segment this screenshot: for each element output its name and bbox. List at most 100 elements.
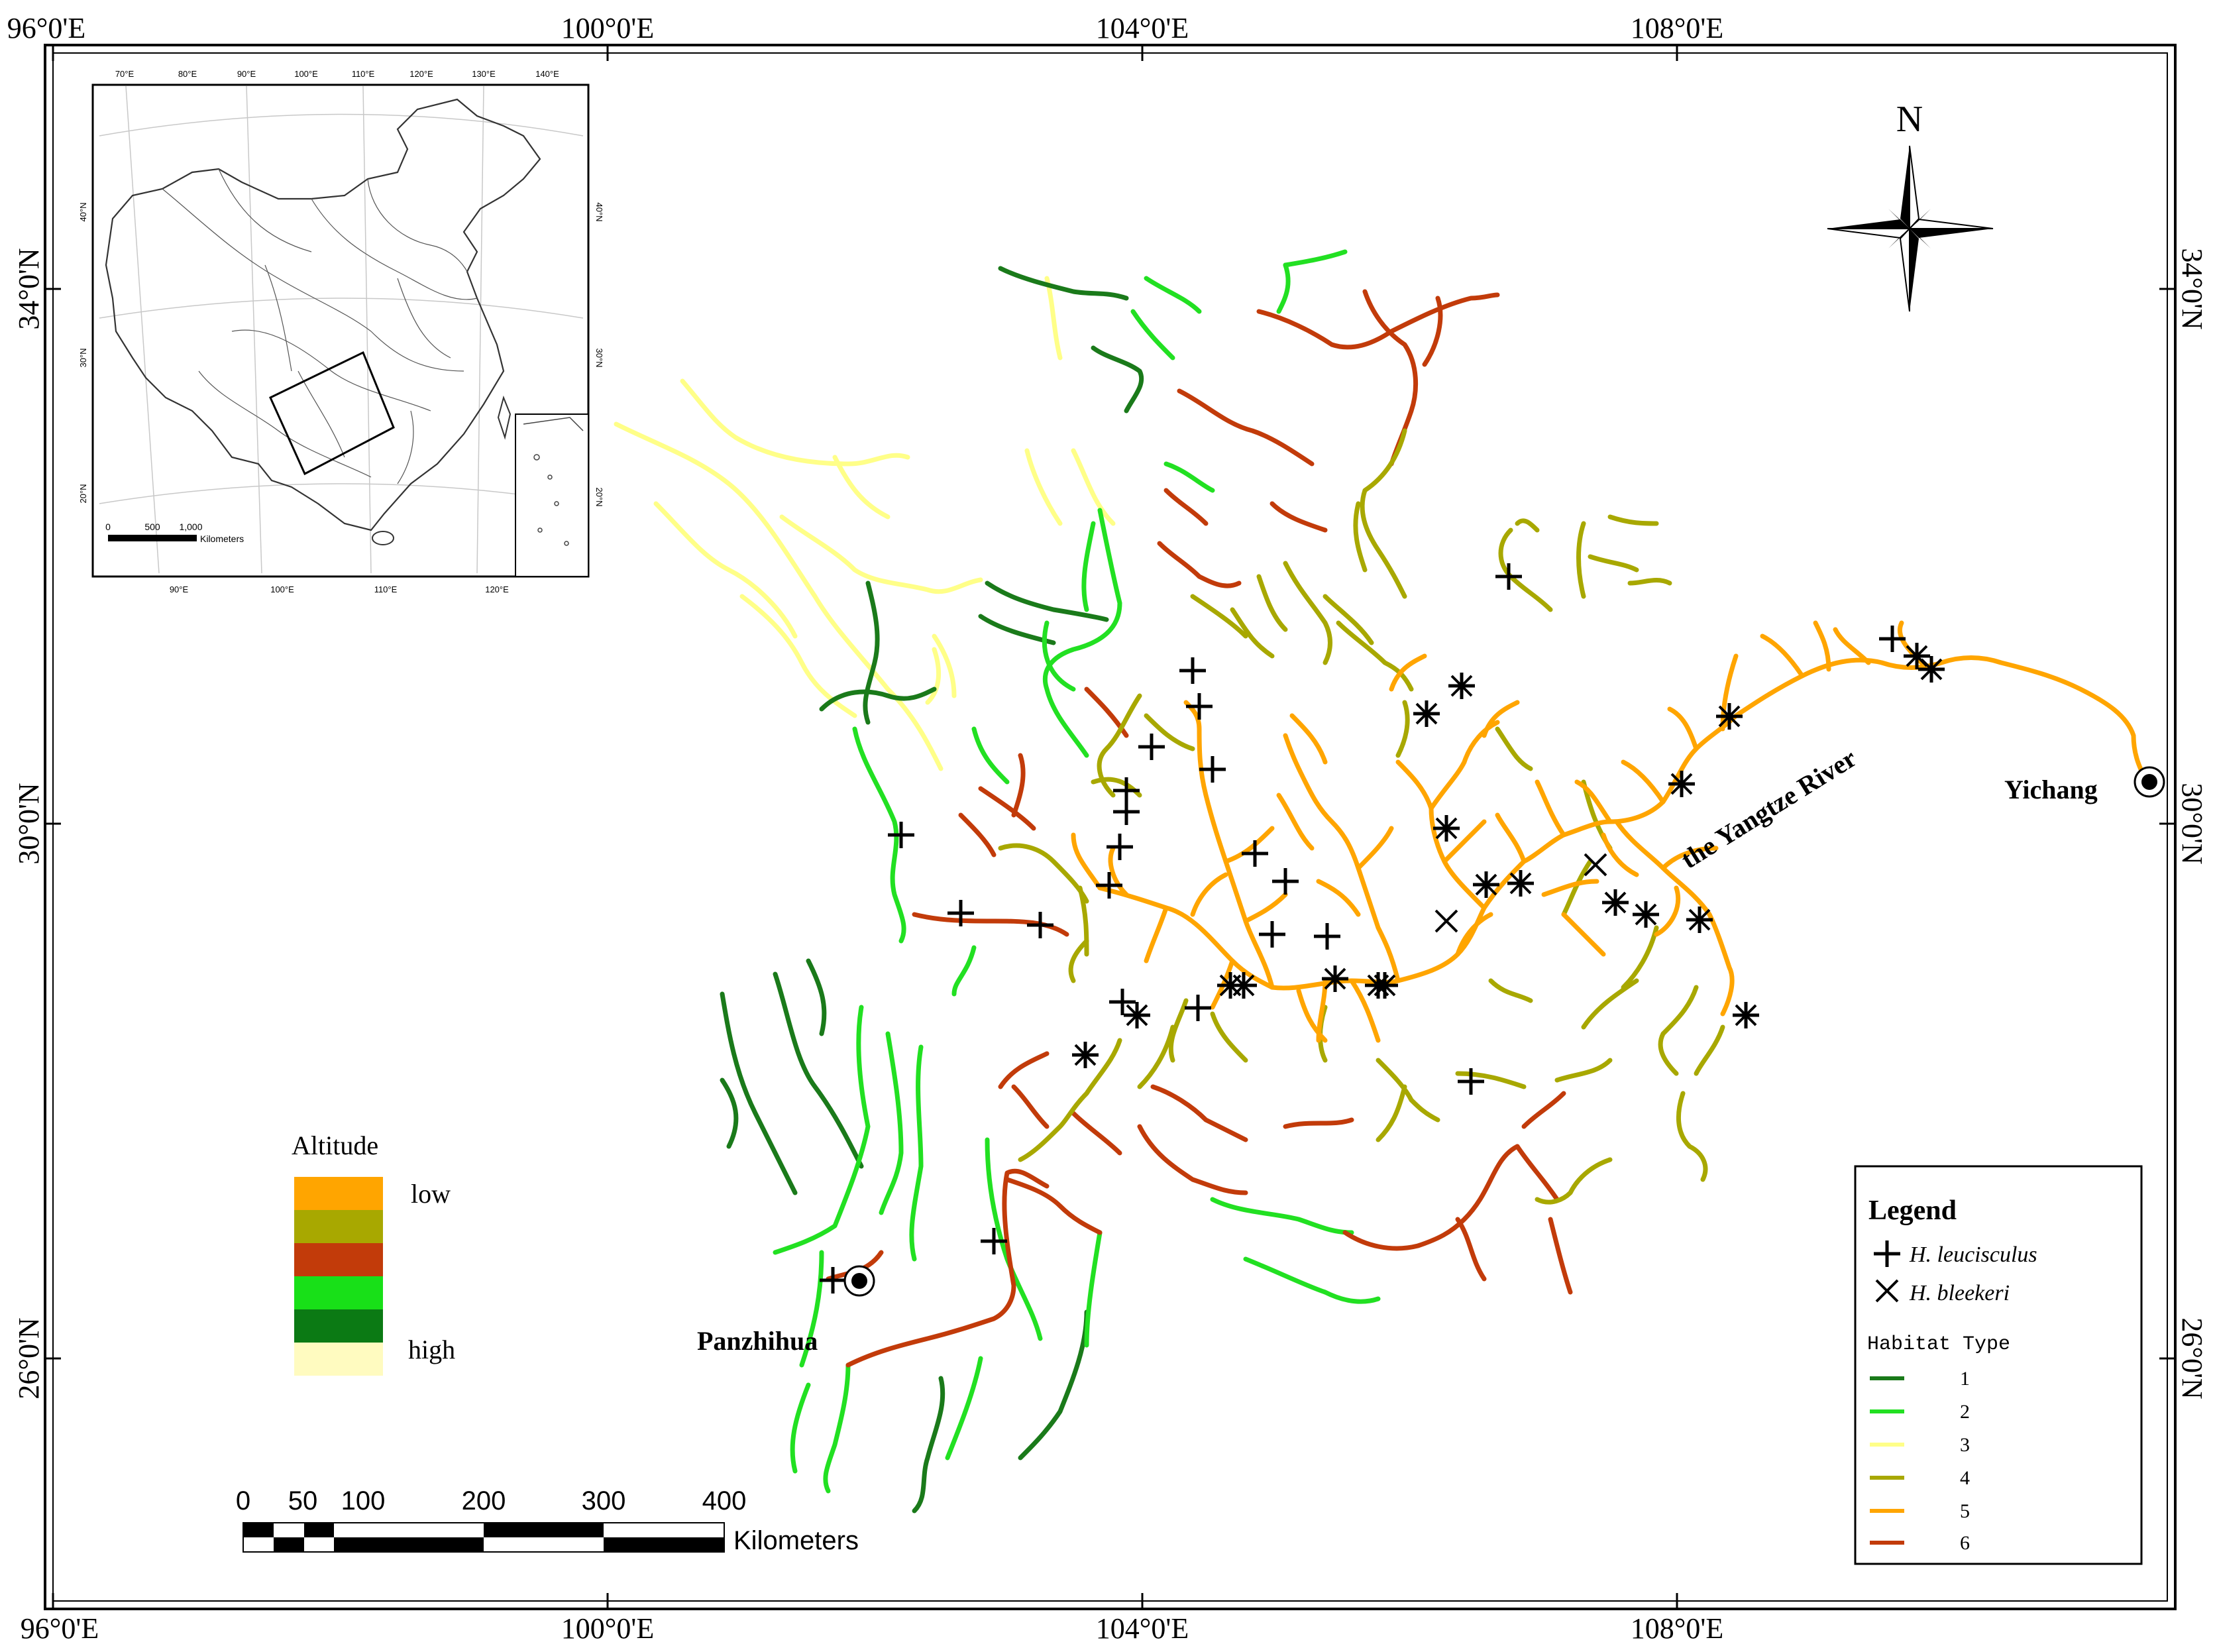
habitat-type-label: 1	[1960, 1368, 1970, 1390]
site-marker-both	[1633, 901, 1659, 928]
site-marker-both	[1433, 815, 1460, 842]
city-label-yichang: Yichang	[2004, 775, 2098, 804]
lon-label-top-108: 108°0'E	[1631, 12, 1723, 44]
site-marker-plus	[820, 1267, 846, 1294]
scale-unit: Kilometers	[733, 1526, 859, 1555]
lat-label-left-30: 30°0'N	[13, 783, 45, 864]
left-latitude-labels: 34°0'N 30°0'N 26°0'N	[13, 248, 45, 1399]
inset-tick: 100°E	[270, 584, 294, 594]
site-marker-both	[1448, 673, 1475, 699]
inset-tick: 30°N	[78, 348, 88, 367]
site-marker-both	[1668, 771, 1695, 797]
top-longitude-labels: 96°0'E 100°0'E 104°0'E 108°0'E	[7, 12, 1723, 44]
site-marker-plus	[1113, 798, 1140, 825]
site-marker-both	[1507, 870, 1534, 897]
inset-tick: 140°E	[535, 69, 559, 79]
inset-province-lines	[162, 168, 478, 484]
scale-tick-300: 300	[582, 1486, 626, 1515]
taiwan-island	[497, 395, 512, 440]
site-marker-x	[1434, 909, 1458, 933]
altitude-swatch-1	[294, 1177, 383, 1210]
right-latitude-labels: 34°0'N 30°0'N 26°0'N	[2176, 248, 2208, 1399]
site-marker-plus	[1027, 912, 1053, 938]
yangtze-main-stem	[1097, 655, 2149, 991]
scale-tick-100: 100	[341, 1486, 386, 1515]
inset-tick: 20°N	[594, 487, 604, 506]
site-marker-both	[1733, 1002, 1759, 1028]
north-arrow: N	[1827, 99, 1994, 312]
inset-graticule	[99, 85, 584, 574]
altitude-high-label: high	[408, 1335, 455, 1364]
rivers-habitat-2	[773, 249, 1381, 1494]
city-label-panzhihua: Panzhihua	[697, 1326, 818, 1356]
site-marker-both	[1686, 907, 1713, 933]
lon-label-bottom-104: 104°0'E	[1096, 1612, 1189, 1645]
bottom-longitude-labels: 96°0'E 100°0'E 104°0'E 108°0'E	[21, 1612, 1723, 1645]
scale-bar: 0 50 100 200 300 400 Kilometers	[236, 1486, 859, 1555]
inset-tick: 40°N	[78, 202, 88, 221]
habitat-type-list: 1 2 3 4 5 6	[1870, 1368, 1970, 1554]
inset-tick: 100°E	[294, 69, 318, 79]
site-marker-both	[1365, 972, 1391, 999]
site-marker-plus	[1314, 923, 1340, 950]
site-marker-both	[1322, 965, 1348, 992]
legend-title: Legend	[1868, 1195, 1957, 1226]
inset-tick: 110°E	[352, 69, 375, 79]
lon-label-top-100: 100°0'E	[561, 12, 654, 44]
inset-side-ticks: 40°N 30°N 20°N 40°N 30°N 20°N	[78, 202, 604, 506]
habitat-type-label: 3	[1960, 1434, 1970, 1456]
inset-scale-bar: 0 500 1,000 Kilometers	[105, 522, 244, 544]
inset-tick: 110°E	[374, 584, 398, 594]
site-marker-plus	[1138, 734, 1165, 760]
inset-map: 70°E 80°E 90°E 100°E 110°E 120°E 130°E 1…	[78, 69, 604, 594]
site-marker-plus	[1242, 840, 1268, 867]
legend-species-1: H. leucisculus	[1909, 1242, 2037, 1267]
altitude-swatch-4	[294, 1276, 383, 1309]
site-marker-both	[1602, 889, 1629, 916]
inset-scale-tick: 0	[105, 522, 111, 532]
lat-label-right-30: 30°0'N	[2176, 783, 2208, 864]
lat-label-left-34: 34°0'N	[13, 248, 45, 329]
legend-species-2: H. bleekeri	[1909, 1281, 2010, 1305]
site-marker-both	[1413, 700, 1440, 727]
lon-label-top-96: 96°0'E	[7, 12, 85, 44]
habitat-type-label: 2	[1960, 1401, 1970, 1423]
inset-tick: 30°N	[594, 348, 604, 367]
site-marker-both	[1124, 1002, 1150, 1028]
rivers-habitat-1	[720, 266, 1144, 1514]
lat-label-right-34: 34°0'N	[2176, 248, 2208, 329]
altitude-legend: Altitude low high	[292, 1130, 455, 1376]
site-marker-both	[1072, 1042, 1099, 1068]
map-inner-frame	[52, 52, 2168, 1602]
city-yichang: Yichang	[2004, 766, 2165, 804]
habitat-type-title: Habitat Type	[1867, 1333, 2010, 1356]
inset-scale-unit: Kilometers	[200, 533, 244, 544]
site-marker-plus	[1186, 693, 1213, 720]
inset-top-ticks: 70°E 80°E 90°E 100°E 110°E 120°E 130°E 1…	[115, 69, 559, 79]
inset-tick: 80°E	[178, 69, 197, 79]
altitude-swatch-2	[294, 1210, 383, 1243]
lon-label-bottom-108: 108°0'E	[1631, 1612, 1723, 1645]
site-marker-plus	[1185, 995, 1211, 1021]
habitat-type-label: 5	[1960, 1500, 1970, 1522]
graticule-ticks	[45, 45, 2175, 1609]
lat-label-right-26: 26°0'N	[2176, 1317, 2208, 1399]
habitat-type-label: 4	[1960, 1467, 1970, 1489]
altitude-swatch-3	[294, 1243, 383, 1276]
scale-tick-400: 400	[702, 1486, 747, 1515]
habitat-type-label: 6	[1960, 1532, 1970, 1554]
scale-tick-200: 200	[462, 1486, 506, 1515]
inset-bottom-ticks: 90°E 100°E 110°E 120°E	[170, 584, 509, 594]
inset-tick: 120°E	[485, 584, 509, 594]
inset-tick: 20°N	[78, 484, 88, 503]
altitude-swatch-6	[294, 1343, 383, 1376]
map-outer-frame	[44, 44, 2177, 1610]
inset-tick: 90°E	[170, 584, 189, 594]
legend-box: Legend H. leucisculus H. bleekeri Habita…	[1854, 1165, 2143, 1565]
south-sea-islands	[523, 417, 584, 546]
scale-tick-0: 0	[236, 1486, 250, 1515]
inset-tick: 130°E	[472, 69, 496, 79]
inset-scale-tick: 1,000	[179, 522, 202, 532]
hainan-island	[372, 531, 394, 545]
